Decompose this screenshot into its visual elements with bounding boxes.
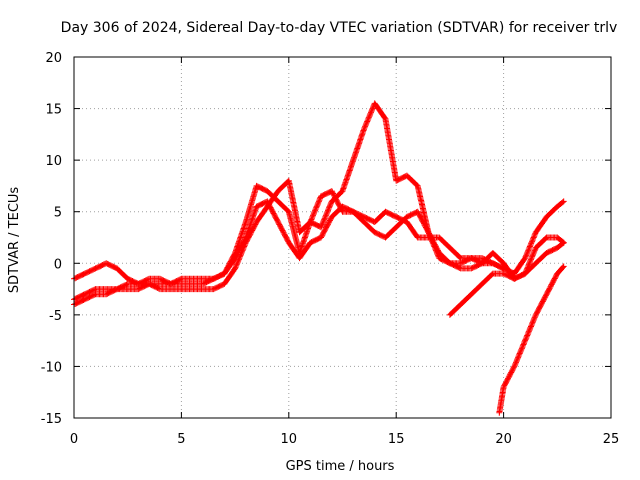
chart-title: Day 306 of 2024, Sidereal Day-to-day VTE… (61, 20, 618, 36)
x-tick-label: 25 (603, 432, 620, 447)
series-layer (71, 100, 567, 416)
plot-border (73, 56, 612, 419)
series-markers (496, 263, 567, 416)
y-tick-label: 20 (45, 51, 62, 66)
x-tick-label: 15 (388, 432, 405, 447)
x-axis-label: GPS time / hours (286, 459, 395, 474)
y-tick-label: -5 (49, 309, 62, 324)
y-tick-label: 5 (54, 206, 62, 221)
x-tick-label: 20 (495, 432, 512, 447)
x-tick-label: 5 (177, 432, 185, 447)
series-track-5 (496, 263, 567, 416)
y-tick-label: 15 (45, 103, 62, 118)
y-tick-label: 10 (45, 154, 62, 169)
y-tick-label: 0 (54, 257, 62, 272)
series-markers (446, 239, 567, 318)
x-tick-label: 10 (281, 432, 298, 447)
y-tick-label: -10 (41, 360, 62, 375)
y-axis-label: SDTVAR / TECUs (7, 187, 22, 294)
y-tick-label: -15 (41, 412, 62, 427)
x-tick-label: 0 (70, 432, 78, 447)
series-track-4 (446, 239, 567, 318)
tick-layer: 0 5 10 15 20 25 -15 -10 -5 0 5 10 15 20 (41, 51, 620, 447)
